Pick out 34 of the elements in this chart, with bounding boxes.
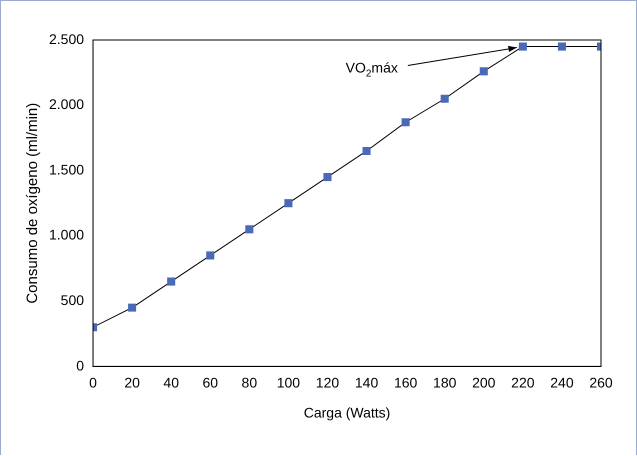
point (480, 67, 488, 76)
point (245, 225, 254, 234)
y-tick-label: 1.000 (48, 226, 84, 243)
x-tick-label: 140 (354, 374, 378, 391)
point (206, 251, 214, 260)
x-tick-label: 0 (89, 374, 98, 391)
y-tick-label: 2.000 (48, 96, 84, 112)
y-tick-label: 2.500 (48, 30, 84, 47)
point (284, 199, 292, 208)
x-tick-label: 240 (550, 374, 574, 391)
x-tick-label: 100 (276, 374, 300, 391)
y-axis-title: Consumo de oxígeno (ml/min) (24, 102, 42, 304)
point (167, 278, 176, 286)
point (558, 42, 566, 51)
x-tick-label: 80 (242, 374, 258, 391)
x-tick-label: 40 (163, 374, 180, 391)
x-axis-title: Carga (Watts) (304, 404, 390, 420)
point (362, 146, 371, 156)
y-tick-label: 1.500 (48, 161, 84, 178)
y-tick-label: 500 (60, 292, 84, 308)
x-tick-label: 220 (511, 374, 535, 391)
point (128, 304, 136, 312)
y-tick-label: 0 (76, 357, 84, 374)
x-tick-label: 60 (202, 374, 218, 391)
x-tick-label: 160 (394, 374, 418, 391)
x-tick-label: 180 (433, 374, 457, 391)
x-tick-label: 20 (124, 374, 140, 391)
point (402, 118, 410, 126)
x-tick-label: 120 (316, 374, 340, 391)
point (323, 173, 332, 182)
point (440, 94, 449, 103)
x-tick-label: 260 (589, 374, 613, 391)
point (518, 42, 527, 51)
x-tick-label: 200 (472, 374, 496, 391)
